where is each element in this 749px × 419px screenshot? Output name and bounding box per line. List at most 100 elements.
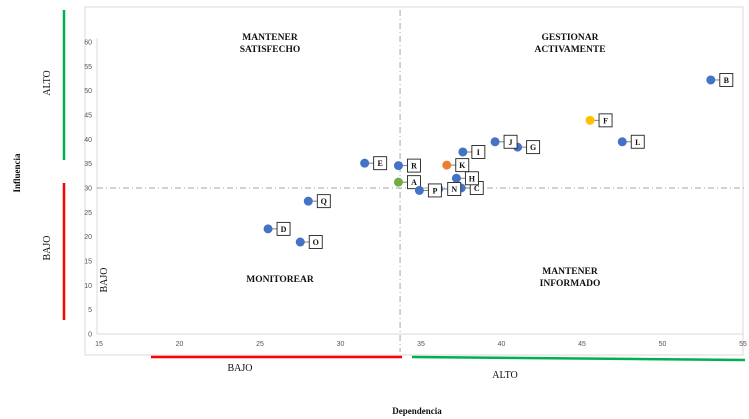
point-marker (585, 115, 595, 125)
y-tick-label: 50 (84, 88, 92, 95)
point-label: B (724, 76, 730, 85)
point-marker (295, 237, 305, 247)
point-marker (393, 177, 403, 187)
point-label: L (635, 138, 640, 147)
quadrant-label-bottom-right: MANTENER INFORMADO (540, 267, 601, 289)
point-marker (360, 158, 370, 168)
y-tick-label: 30 (84, 186, 92, 193)
quadrant-label-top-left: MANTENER SATISFECHO (240, 33, 301, 55)
point-p: P (414, 183, 442, 198)
x-tick-label: 50 (659, 341, 667, 348)
x-tick-label: 55 (739, 341, 747, 348)
point-label-box (598, 113, 613, 128)
x-axis-title: Dependencia (392, 406, 442, 416)
point-d: D (263, 221, 291, 236)
point-e: E (360, 156, 388, 171)
point-j: J (490, 134, 518, 149)
y-tick-label: 15 (84, 259, 92, 266)
x-high-label: ALTO (492, 370, 518, 381)
y-tick-label: 0 (88, 332, 92, 339)
point-label: P (432, 186, 437, 195)
y-tick-labels: 0 5 10 15 20 25 30 35 40 45 50 55 60 (84, 40, 92, 339)
x-tick-label: 20 (176, 341, 184, 348)
point-label-box (447, 182, 462, 196)
point-k: K (442, 158, 470, 173)
x-tick-label: 40 (498, 341, 506, 348)
x-tick-label: 30 (337, 341, 345, 348)
point-label-box (276, 221, 291, 236)
y-tick-label: 10 (84, 283, 92, 290)
point-marker (706, 75, 716, 85)
y-tick-label: 25 (84, 210, 92, 217)
x-tick-label: 25 (256, 341, 264, 348)
point-o: O (295, 235, 323, 249)
point-g: G (513, 140, 541, 155)
y-tick-label: 45 (84, 113, 92, 120)
point-label: Q (321, 197, 327, 206)
x-tick-label: 45 (578, 341, 586, 348)
point-label: A (411, 178, 417, 187)
point-marker (303, 196, 313, 206)
point-label-box (308, 235, 323, 249)
point-label: C (474, 184, 480, 193)
point-label-box (455, 158, 470, 173)
point-label: E (377, 159, 382, 168)
point-label-box (407, 158, 421, 173)
point-i: I (458, 145, 486, 159)
point-label-box (471, 145, 486, 159)
point-label-box (464, 171, 479, 186)
point-label-box (407, 175, 421, 190)
point-marker (393, 161, 403, 171)
point-label: I (477, 148, 480, 157)
y-low-inner-label: BAJO (99, 267, 110, 292)
x-tick-label: 35 (417, 341, 425, 348)
data-points: A B C D E F G H I J K L N O P Q R (263, 73, 734, 249)
point-q: Q (303, 194, 331, 209)
y-tick-label: 5 (88, 307, 92, 314)
point-label: R (411, 162, 417, 171)
point-label: K (459, 161, 466, 170)
point-marker (414, 185, 424, 195)
point-f: F (585, 113, 613, 128)
x-low-label: BAJO (227, 363, 252, 374)
point-a: A (393, 175, 421, 190)
point-label: D (281, 225, 287, 234)
point-marker (458, 147, 468, 157)
point-label-box (630, 134, 645, 149)
point-marker (451, 173, 461, 183)
x-tick-labels: 15 20 25 30 35 40 45 50 55 (95, 341, 747, 348)
point-marker (617, 137, 627, 147)
point-label: N (451, 185, 457, 194)
alto-dependence-bar (411, 355, 746, 362)
point-b: B (706, 73, 734, 87)
y-tick-label: 40 (84, 137, 92, 144)
point-marker (490, 137, 500, 147)
point-label: G (530, 143, 536, 152)
quadrant-label-top-right: GESTIONAR ACTIVAMENTE (534, 33, 605, 55)
y-tick-label: 60 (84, 40, 92, 47)
y-axis-title: Influencia (12, 153, 22, 193)
point-label: O (313, 238, 319, 247)
point-label: F (603, 116, 608, 125)
x-tick-label: 15 (95, 341, 103, 348)
point-label-box (316, 194, 331, 209)
point-label-box (427, 183, 442, 198)
y-tick-label: 20 (84, 234, 92, 241)
point-h: H (451, 171, 479, 186)
point-r: R (393, 158, 421, 173)
quadrant-label-bottom-left: MONITOREAR (246, 275, 314, 285)
point-label-box (719, 73, 734, 87)
point-l: L (617, 134, 645, 149)
point-marker (263, 224, 273, 234)
y-tick-label: 35 (84, 161, 92, 168)
point-label-box (503, 134, 518, 149)
y-low-label: BAJO (42, 235, 53, 260)
y-high-label: ALTO (42, 70, 53, 96)
point-marker (442, 160, 452, 170)
y-tick-label: 55 (84, 64, 92, 71)
point-label-box (373, 156, 388, 171)
point-label-box (526, 140, 541, 155)
point-label: H (469, 174, 476, 183)
point-label: J (509, 138, 513, 147)
